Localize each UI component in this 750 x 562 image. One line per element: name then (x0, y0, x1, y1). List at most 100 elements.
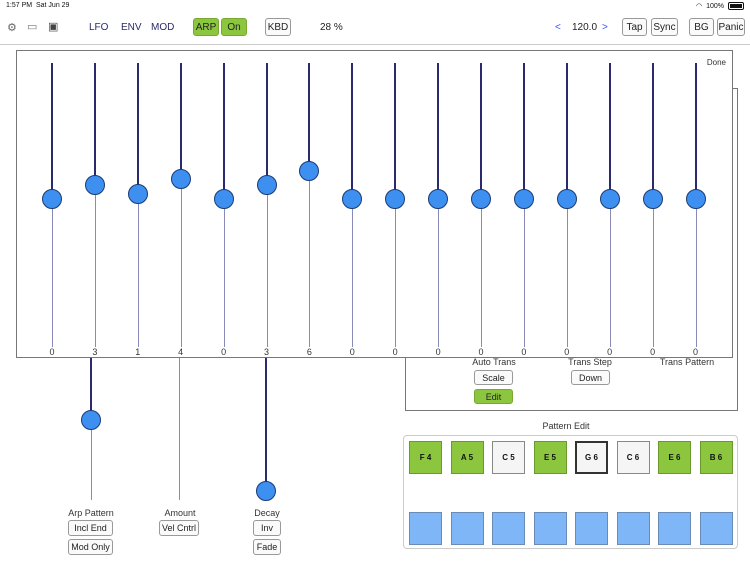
arp-button[interactable]: ARP (193, 18, 219, 36)
pattern-note-cell[interactable]: C 5 (492, 441, 525, 474)
save-icon[interactable]: ▣ (48, 21, 59, 33)
pattern-note-cell[interactable]: B 6 (699, 441, 733, 474)
step-slider-track-upper[interactable] (179, 63, 182, 180)
step-slider-track-upper[interactable] (565, 63, 568, 200)
tempo-readout: 120.0 (572, 22, 598, 33)
step-slider-knob[interactable] (342, 189, 363, 210)
pattern-edit-title: Pattern Edit (542, 421, 590, 431)
step-slider-knob[interactable] (213, 189, 234, 210)
step-slider-track-lower[interactable] (309, 170, 311, 347)
step-slider-track-lower[interactable] (481, 199, 482, 347)
step-slider-track-lower[interactable] (180, 179, 182, 347)
pattern-note-cell[interactable]: C 6 (616, 441, 650, 474)
pattern-empty-cell[interactable] (533, 512, 567, 545)
mod-button[interactable]: MOD (151, 22, 175, 33)
amount-slider-track[interactable] (179, 358, 180, 500)
incl-end-button[interactable]: Incl End (68, 520, 113, 536)
step-slider-track-upper[interactable] (694, 63, 697, 200)
step-slider-track-upper[interactable] (51, 63, 53, 200)
folder-icon[interactable]: ▭ (27, 21, 38, 33)
step-slider-knob[interactable] (256, 175, 277, 196)
step-slider-track-upper[interactable] (93, 63, 96, 186)
trans-edit-button[interactable]: Edit (474, 389, 513, 404)
step-slider-track-lower[interactable] (352, 199, 354, 347)
step-slider-track-lower[interactable] (695, 199, 697, 347)
step-slider-track-lower[interactable] (438, 199, 440, 347)
scale-button[interactable]: Scale (474, 370, 513, 385)
step-slider-knob[interactable] (127, 183, 148, 204)
done-button[interactable]: Done (706, 58, 726, 67)
step-slider-track-lower[interactable] (52, 199, 53, 347)
fade-button[interactable]: Fade (253, 539, 281, 555)
step-slider-track-upper[interactable] (222, 63, 225, 200)
pattern-empty-cell[interactable] (492, 512, 525, 545)
pattern-empty-cell[interactable] (450, 512, 484, 545)
step-slider-track-upper[interactable] (265, 63, 268, 186)
step-slider-track-upper[interactable] (308, 63, 311, 171)
step-slider-track-upper[interactable] (651, 63, 654, 200)
pattern-empty-cell[interactable] (409, 512, 442, 545)
step-slider-track-lower[interactable] (266, 185, 268, 347)
step-slider-track-lower[interactable] (223, 199, 225, 347)
tap-button[interactable]: Tap (622, 18, 647, 36)
pattern-empty-cell[interactable] (616, 512, 650, 545)
pattern-note-cell[interactable]: F 4 (409, 441, 442, 474)
step-slider-knob[interactable] (84, 175, 105, 196)
pattern-note-cell[interactable]: E 6 (658, 441, 691, 474)
step-slider-track-upper[interactable] (351, 63, 354, 200)
step-slider-track-lower[interactable] (566, 199, 568, 347)
pattern-empty-cell[interactable] (575, 512, 608, 545)
step-slider-knob[interactable] (471, 189, 491, 210)
step-slider-track-lower[interactable] (652, 199, 654, 347)
panic-button[interactable]: Panic (717, 18, 745, 36)
pattern-note-cell[interactable]: A 5 (450, 441, 484, 474)
pattern-empty-cell[interactable] (699, 512, 733, 545)
step-slider-track-lower[interactable] (609, 199, 611, 347)
vel-cntrl-button[interactable]: Vel Cntrl (159, 520, 199, 536)
step-slider-track-lower[interactable] (395, 199, 397, 347)
step-slider-knob[interactable] (170, 169, 191, 190)
step-slider-track-upper[interactable] (437, 63, 440, 200)
mod-only-button[interactable]: Mod Only (68, 539, 113, 555)
pattern-note-cell[interactable]: G 6 (575, 441, 608, 474)
step-slider-track-lower[interactable] (137, 193, 139, 347)
step-slider-knob[interactable] (642, 189, 663, 210)
step-slider-knob[interactable] (513, 189, 534, 210)
step-slider-track-upper[interactable] (480, 63, 482, 200)
step-slider-knob[interactable] (599, 189, 620, 210)
arp-pattern-slider-knob[interactable] (81, 410, 101, 430)
step-slider-track-lower[interactable] (523, 199, 525, 347)
step-slider-knob[interactable] (299, 160, 320, 181)
step-slider-knob[interactable] (42, 189, 62, 210)
arp-on-toggle[interactable]: On (221, 18, 247, 36)
pattern-empty-cell[interactable] (658, 512, 691, 545)
tempo-next-button[interactable]: > (602, 22, 608, 33)
battery-icon (728, 2, 744, 10)
auto-trans-label: Auto Trans (472, 357, 516, 367)
inv-button[interactable]: Inv (253, 520, 281, 536)
step-slider-knob[interactable] (685, 189, 706, 210)
step-slider-knob[interactable] (385, 189, 406, 210)
step-slider-track-upper[interactable] (136, 63, 139, 194)
step-slider-track-lower[interactable] (94, 185, 96, 347)
decay-slider-knob[interactable] (256, 481, 276, 501)
step-value-label: 0 (650, 347, 656, 357)
tempo-prev-button[interactable]: < (555, 22, 561, 33)
lfo-button[interactable]: LFO (89, 22, 109, 33)
gear-icon[interactable]: ⚙ (7, 22, 17, 34)
step-slider-track-upper[interactable] (394, 63, 397, 200)
bg-button[interactable]: BG (689, 18, 714, 36)
kbd-button[interactable]: KBD (265, 18, 291, 36)
step-value-label: 0 (564, 347, 570, 357)
step-slider-track-upper[interactable] (608, 63, 611, 200)
pattern-edit-panel (403, 435, 738, 549)
env-button[interactable]: ENV (121, 22, 142, 33)
step-slider-knob[interactable] (556, 189, 577, 210)
step-slider-knob[interactable] (428, 189, 449, 210)
pattern-note-cell[interactable]: E 5 (533, 441, 567, 474)
step-value-label: 0 (521, 347, 527, 357)
step-slider-track-upper[interactable] (522, 63, 525, 200)
step-value-label: 0 (478, 347, 484, 357)
sync-button[interactable]: Sync (651, 18, 678, 36)
down-button[interactable]: Down (571, 370, 610, 385)
